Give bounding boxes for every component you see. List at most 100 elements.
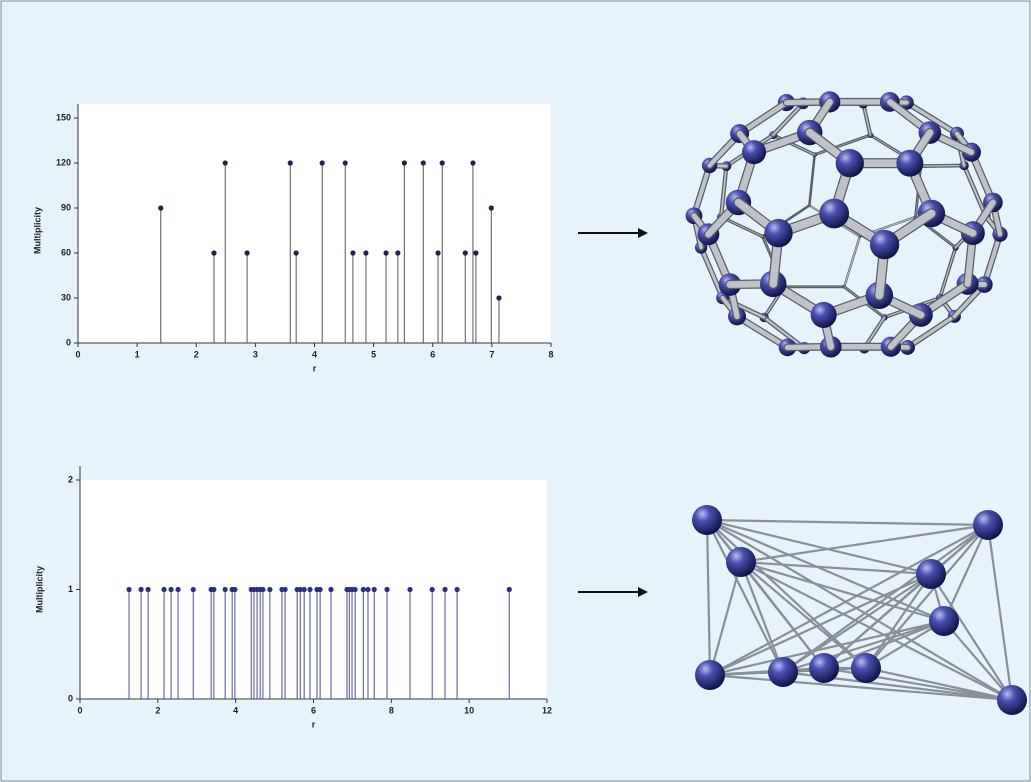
stem-marker xyxy=(232,586,238,593)
graph-edge xyxy=(708,561,743,676)
stem-marker xyxy=(158,205,164,211)
x-tick-label: 10 xyxy=(464,705,474,715)
y-tick-label: 0 xyxy=(66,337,71,347)
bond xyxy=(734,314,790,350)
x-tick-label: 1 xyxy=(135,349,140,359)
graph-edge xyxy=(986,524,1014,701)
x-axis-title: r xyxy=(312,719,316,729)
graph-node xyxy=(851,653,881,683)
stem-marker xyxy=(371,586,377,593)
stem-marker xyxy=(473,250,479,256)
stem-marker xyxy=(506,586,512,593)
bond xyxy=(720,165,728,218)
stem-marker xyxy=(435,250,441,256)
bond xyxy=(772,102,805,137)
atom xyxy=(835,149,864,178)
stem-marker xyxy=(260,586,266,593)
y-tick-label: 30 xyxy=(61,292,71,302)
graph-node xyxy=(695,660,725,690)
stem-marker xyxy=(439,160,445,166)
stem-marker xyxy=(350,250,356,256)
x-tick-label: 12 xyxy=(542,705,552,715)
graph-edge xyxy=(709,673,1013,702)
stem-marker xyxy=(293,250,299,256)
y-tick-label: 120 xyxy=(56,157,71,167)
y-tick-label: 90 xyxy=(61,202,71,212)
bond xyxy=(982,232,1002,287)
stem-marker xyxy=(383,250,389,256)
graph-edge xyxy=(706,518,932,576)
graph-edge xyxy=(740,560,932,576)
bond xyxy=(699,246,725,300)
stem-marker xyxy=(287,160,293,166)
graph-edge xyxy=(823,619,945,670)
bond xyxy=(843,236,861,288)
bond xyxy=(862,102,872,136)
graph-edge xyxy=(782,573,932,673)
stem-marker xyxy=(342,160,348,166)
stem-marker xyxy=(360,586,366,593)
stem-marker xyxy=(407,586,413,593)
graph-node xyxy=(997,685,1027,715)
bond xyxy=(920,164,965,167)
stem-marker xyxy=(470,160,476,166)
stem-marker xyxy=(168,586,174,593)
graph-edge xyxy=(706,519,867,669)
graph-edge xyxy=(706,518,989,527)
stem-marker xyxy=(301,586,307,593)
stem-marker xyxy=(222,586,228,593)
graph-node xyxy=(768,657,798,687)
graph-edge xyxy=(740,561,825,669)
graph-edge xyxy=(739,561,785,673)
x-tick-label: 6 xyxy=(311,705,316,715)
stem-marker xyxy=(282,586,288,593)
stem-marker xyxy=(365,586,371,593)
stem-marker xyxy=(352,586,358,593)
stem-marker xyxy=(175,586,181,593)
graph-node xyxy=(916,559,946,589)
atom xyxy=(869,229,900,260)
y-tick-label: 1 xyxy=(68,584,73,594)
stem-marker xyxy=(222,160,228,166)
atom xyxy=(810,301,837,328)
graph-edge xyxy=(740,523,989,564)
graph-edge xyxy=(740,560,945,623)
x-tick-label: 5 xyxy=(371,349,376,359)
bond xyxy=(809,154,815,206)
stem-marker xyxy=(161,586,167,593)
graph-edge xyxy=(740,561,1013,701)
stem-marker xyxy=(401,160,407,166)
bond xyxy=(814,134,871,155)
stem-marker xyxy=(244,250,250,256)
x-axis-title: r xyxy=(313,363,317,373)
x-tick-label: 0 xyxy=(75,349,80,359)
y-tick-label: 0 xyxy=(68,693,73,703)
stem-marker xyxy=(384,586,390,593)
x-tick-label: 3 xyxy=(253,349,258,359)
plot-area xyxy=(80,480,547,700)
stem-marker xyxy=(363,250,369,256)
bond xyxy=(721,296,766,319)
stem-marker xyxy=(211,250,217,256)
x-tick-label: 8 xyxy=(548,349,553,359)
stem-marker xyxy=(328,586,334,593)
y-tick-label: 150 xyxy=(56,112,71,122)
bond xyxy=(762,316,806,350)
x-tick-label: 7 xyxy=(489,349,494,359)
x-tick-label: 2 xyxy=(194,349,199,359)
graph-node xyxy=(929,606,959,636)
bond xyxy=(720,216,764,237)
graph-edge xyxy=(706,519,1013,701)
atom xyxy=(764,218,793,248)
stem-marker xyxy=(126,586,132,593)
stem-marker xyxy=(420,160,426,166)
y-axis-title: Multiplicity xyxy=(32,207,42,254)
stem-marker xyxy=(211,586,217,593)
graph-node xyxy=(973,510,1003,540)
graph-edge xyxy=(865,620,945,669)
x-tick-label: 4 xyxy=(233,705,238,715)
bond xyxy=(905,314,957,350)
bond xyxy=(939,246,957,299)
